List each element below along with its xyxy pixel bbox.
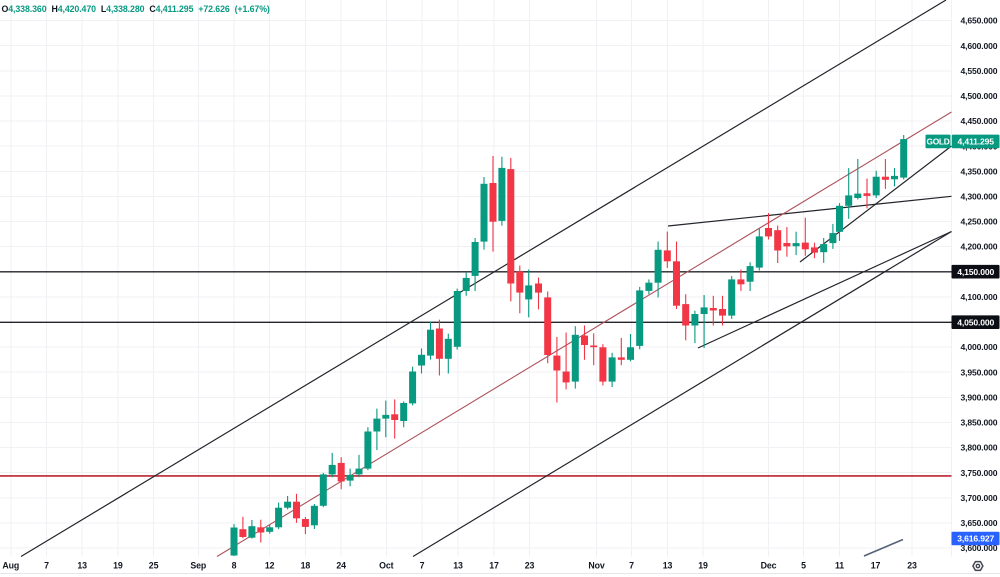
- svg-text:7: 7: [44, 561, 49, 571]
- svg-text:25: 25: [149, 561, 159, 571]
- svg-text:13: 13: [453, 561, 463, 571]
- svg-text:Dec: Dec: [761, 561, 777, 571]
- svg-text:19: 19: [113, 561, 123, 571]
- svg-text:17: 17: [871, 561, 881, 571]
- svg-text:7: 7: [629, 561, 634, 571]
- svg-text:3,800.000: 3,800.000: [961, 443, 998, 453]
- svg-text:O4,338.360 H4,420.470 L4,338.2: O4,338.360 H4,420.470 L4,338.280 C4,411.…: [2, 4, 270, 14]
- svg-text:4,300.000: 4,300.000: [961, 192, 998, 202]
- svg-text:4,500.000: 4,500.000: [961, 91, 998, 101]
- svg-text:4,450.000: 4,450.000: [961, 116, 998, 126]
- svg-text:Sep: Sep: [190, 561, 207, 571]
- svg-text:4,350.000: 4,350.000: [961, 166, 998, 176]
- svg-text:3,700.000: 3,700.000: [961, 493, 998, 503]
- svg-text:8: 8: [232, 561, 237, 571]
- svg-text:4,550.000: 4,550.000: [961, 66, 998, 76]
- svg-text:4,100.000: 4,100.000: [961, 292, 998, 302]
- svg-text:Nov: Nov: [588, 561, 605, 571]
- svg-text:11: 11: [835, 561, 844, 571]
- svg-text:4,600.000: 4,600.000: [961, 41, 998, 51]
- svg-text:13: 13: [663, 561, 673, 571]
- svg-text:18: 18: [301, 561, 311, 571]
- svg-text:4,000.000: 4,000.000: [961, 342, 998, 352]
- svg-text:12: 12: [265, 561, 275, 571]
- svg-text:3,900.000: 3,900.000: [961, 392, 998, 402]
- svg-text:3,600.000: 3,600.000: [961, 543, 998, 553]
- svg-text:17: 17: [489, 561, 499, 571]
- svg-text:4,050.000: 4,050.000: [957, 317, 994, 327]
- svg-text:13: 13: [77, 561, 87, 571]
- svg-text:19: 19: [698, 561, 708, 571]
- svg-text:GOLD: GOLD: [927, 137, 950, 147]
- svg-text:3,616.927: 3,616.927: [957, 534, 994, 544]
- svg-text:23: 23: [525, 561, 535, 571]
- svg-text:3,950.000: 3,950.000: [961, 367, 998, 377]
- svg-text:Aug: Aug: [2, 561, 19, 571]
- svg-text:4,250.000: 4,250.000: [961, 217, 998, 227]
- svg-text:3,750.000: 3,750.000: [961, 468, 998, 478]
- svg-text:3,650.000: 3,650.000: [961, 518, 998, 528]
- svg-text:7: 7: [420, 561, 425, 571]
- svg-text:4,411.295: 4,411.295: [957, 137, 994, 147]
- svg-text:4,150.000: 4,150.000: [957, 267, 994, 277]
- svg-text:3,850.000: 3,850.000: [961, 418, 998, 428]
- svg-text:4,650.000: 4,650.000: [961, 16, 998, 26]
- svg-text:23: 23: [907, 561, 917, 571]
- svg-text:5: 5: [801, 561, 806, 571]
- svg-text:24: 24: [336, 561, 346, 571]
- svg-text:Oct: Oct: [379, 561, 394, 571]
- svg-text:4,200.000: 4,200.000: [961, 242, 998, 252]
